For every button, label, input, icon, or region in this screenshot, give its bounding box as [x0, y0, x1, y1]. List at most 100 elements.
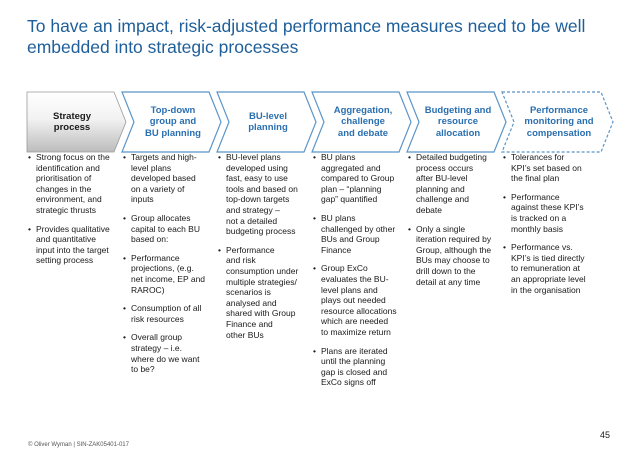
- bullet-line: aggregated and: [321, 162, 381, 173]
- bullet-line: risk resources: [131, 313, 184, 324]
- bullet-line: environment, and: [36, 194, 102, 205]
- bullet-line: Performance: [226, 244, 275, 255]
- chevron-label-line: BU planning: [145, 127, 201, 139]
- bullet-line: consumption under: [226, 265, 299, 276]
- bullet-line: Consumption of all: [131, 303, 202, 314]
- bullet-line: process occurs: [416, 162, 474, 173]
- chevron-label-line: Strategy: [52, 110, 91, 122]
- bullet-line: evaluates the BU-: [321, 273, 389, 284]
- bullet-line: KPI’s set based on: [511, 162, 582, 173]
- title-line: embedded into strategic processes: [27, 37, 299, 57]
- bullet-line: capital to each BU: [131, 223, 200, 234]
- bullet-item: Performance vs.KPI’s is tied directlyto …: [503, 242, 613, 295]
- bullet-line: after BU-level: [416, 173, 468, 184]
- page-number: 45: [599, 430, 610, 440]
- bullet-line: analysed and: [226, 297, 277, 308]
- page-title: To have an impact, risk-adjusted perform…: [27, 16, 617, 58]
- chevron-strategy-process: [26, 91, 127, 153]
- bullet-line: challenged by other: [321, 223, 396, 234]
- bullet-line: strategy – i.e.: [131, 342, 183, 353]
- bullet-line: tools and based on: [226, 183, 298, 194]
- bullet-line: Performance: [511, 191, 560, 202]
- bullet-line: Group ExCo: [321, 263, 368, 274]
- bullet-line: level plans: [131, 162, 172, 173]
- bullet-line: to maximize return: [321, 326, 391, 337]
- bullet-line: challenge and: [416, 194, 469, 205]
- chevron-label-line: compensation: [526, 127, 592, 139]
- chevron-label-line: process: [53, 122, 91, 133]
- bullet-line: multiple strategies/: [226, 276, 297, 287]
- footer-copyright: © Oliver Wyman | SIN-ZAK05401-017: [28, 442, 129, 448]
- chevron-label-line: planning: [248, 122, 288, 133]
- bullet-line: gap is closed and: [321, 366, 388, 377]
- bullet-line: to be?: [131, 364, 155, 375]
- bullet-line: Targets and high-: [131, 152, 197, 162]
- bullet-line: projections, (e.g.: [131, 263, 194, 274]
- chevron-label-line: group and: [149, 116, 197, 128]
- bullet-line: Group allocates: [131, 212, 191, 223]
- bullet-line: debate: [416, 204, 442, 215]
- bullet-line: level plans and: [321, 284, 378, 295]
- bullet-line: and risk: [226, 255, 256, 266]
- bullet-line: to remuneration at: [511, 263, 580, 274]
- bullet-line: BUs and Group: [321, 234, 380, 245]
- chevron-label-line: Aggregation,: [333, 104, 393, 116]
- bullet-line: Performance vs.: [511, 242, 573, 253]
- bullet-line: is tracked on a: [511, 212, 567, 223]
- bullet-line: developed based: [131, 173, 196, 184]
- bullet-line: and quantitative: [36, 234, 97, 245]
- bullet-line: based on:: [131, 234, 169, 245]
- bullet-line: shared with Group: [226, 308, 296, 319]
- title-line: To have an impact, risk-adjusted perform…: [27, 16, 586, 36]
- bullet-line: resource allocations: [321, 305, 397, 316]
- bullet-line: Finance: [321, 244, 352, 255]
- bullet-line: ExCo signs off: [321, 377, 376, 388]
- chevron-label: Performance monitoring and compensation: [514, 92, 604, 152]
- chevron-label: Strategy process: [27, 92, 117, 152]
- bullet-line: iteration required by: [416, 234, 492, 245]
- bullet-line: Tolerances for: [511, 152, 565, 162]
- bullet-line: Performance: [131, 252, 180, 263]
- bullet-line: Only a single: [416, 223, 466, 234]
- bullet-line: net income, EP and: [131, 273, 206, 284]
- bullet-line: Plans are iterated: [321, 345, 388, 356]
- bullet-line: scenarios is: [226, 287, 271, 298]
- bullet-line: against these KPI’s: [511, 202, 584, 213]
- bullet-line: Strong focus on the: [36, 152, 110, 162]
- chevron-label-line: resource: [437, 116, 479, 128]
- bullet-line: plan – “planning: [321, 183, 382, 194]
- chevron-performance-monitoring: [501, 91, 614, 153]
- bullet-line: developed using: [226, 162, 288, 173]
- bullet-line: on a variety of: [131, 183, 185, 194]
- chevron-label-line: BU-level: [248, 110, 287, 122]
- chevron-label: Top-down group and BU planning: [134, 92, 212, 152]
- bullet-line: BU plans: [321, 212, 356, 223]
- bullet-line: Detailed budgeting: [416, 152, 487, 162]
- bullet-line: detail at any time: [416, 276, 481, 287]
- bullet-line: Provides qualitative: [36, 223, 110, 234]
- bullet-line: planning and: [416, 183, 465, 194]
- bullet-line: identification and: [36, 162, 100, 173]
- bullet-line: plays out needed: [321, 295, 386, 306]
- bullet-line: which are needed: [321, 316, 389, 327]
- chevron-label-line: challenge: [341, 116, 385, 128]
- bullet-line: fast, easy to use: [226, 173, 288, 184]
- bullet-line: until the planning: [321, 356, 386, 367]
